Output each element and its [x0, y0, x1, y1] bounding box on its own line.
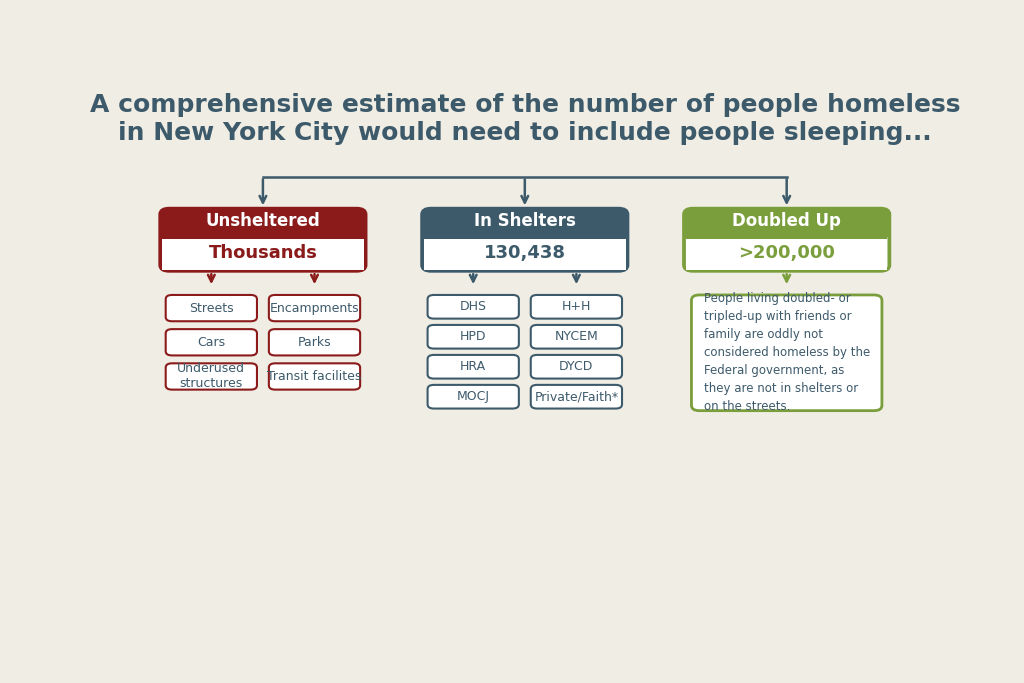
Text: Underused
structures: Underused structures	[177, 363, 246, 391]
FancyBboxPatch shape	[160, 208, 367, 271]
FancyBboxPatch shape	[684, 208, 890, 235]
Text: H+H: H+H	[562, 301, 591, 313]
Text: Private/Faith*: Private/Faith*	[535, 390, 618, 403]
FancyBboxPatch shape	[424, 235, 626, 270]
FancyBboxPatch shape	[269, 295, 360, 321]
Text: MOCJ: MOCJ	[457, 390, 489, 403]
FancyBboxPatch shape	[684, 208, 890, 271]
FancyBboxPatch shape	[166, 363, 257, 389]
FancyBboxPatch shape	[428, 325, 519, 348]
Text: Thousands: Thousands	[209, 244, 317, 262]
Text: Streets: Streets	[189, 302, 233, 315]
Text: People living doubled- or
tripled-up with friends or
family are oddly not
consid: People living doubled- or tripled-up wit…	[703, 292, 869, 413]
Text: Cars: Cars	[198, 336, 225, 349]
FancyBboxPatch shape	[428, 355, 519, 378]
Text: 130,438: 130,438	[483, 244, 566, 262]
FancyBboxPatch shape	[530, 355, 622, 378]
Text: DYCD: DYCD	[559, 360, 594, 373]
FancyBboxPatch shape	[166, 295, 257, 321]
Text: >200,000: >200,000	[738, 244, 836, 262]
Bar	[162, 238, 364, 270]
Text: DHS: DHS	[460, 301, 486, 313]
FancyBboxPatch shape	[691, 295, 882, 410]
Bar	[686, 231, 888, 238]
Text: Transit facilites: Transit facilites	[267, 370, 361, 383]
Bar	[162, 231, 364, 238]
FancyBboxPatch shape	[160, 208, 367, 235]
FancyBboxPatch shape	[428, 295, 519, 318]
Text: HRA: HRA	[460, 360, 486, 373]
FancyBboxPatch shape	[269, 329, 360, 355]
Text: In Shelters: In Shelters	[474, 212, 575, 230]
Bar	[424, 231, 626, 238]
Bar	[424, 238, 626, 270]
FancyBboxPatch shape	[162, 235, 364, 270]
FancyBboxPatch shape	[530, 295, 622, 318]
Text: Parks: Parks	[298, 336, 332, 349]
FancyBboxPatch shape	[686, 235, 888, 270]
FancyBboxPatch shape	[422, 208, 628, 235]
FancyBboxPatch shape	[530, 325, 622, 348]
FancyBboxPatch shape	[428, 385, 519, 408]
Bar	[686, 238, 888, 270]
Text: HPD: HPD	[460, 331, 486, 344]
Text: Encampments: Encampments	[269, 302, 359, 315]
FancyBboxPatch shape	[530, 385, 622, 408]
Text: NYCEM: NYCEM	[555, 331, 598, 344]
FancyBboxPatch shape	[166, 329, 257, 355]
Text: A comprehensive estimate of the number of people homeless
in New York City would: A comprehensive estimate of the number o…	[89, 93, 961, 145]
FancyBboxPatch shape	[422, 208, 628, 271]
FancyBboxPatch shape	[269, 363, 360, 389]
Text: Doubled Up: Doubled Up	[732, 212, 841, 230]
Text: Unsheltered: Unsheltered	[206, 212, 321, 230]
